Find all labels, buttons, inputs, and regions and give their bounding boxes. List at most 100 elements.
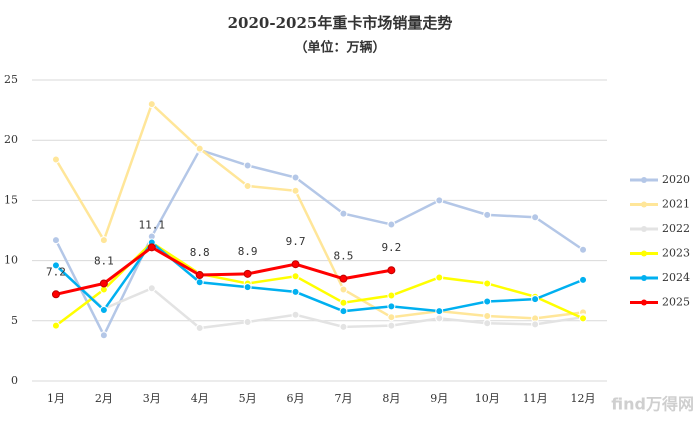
point [195,271,204,280]
data-label: 11.1 [139,218,166,231]
point [531,320,540,329]
point [483,311,492,320]
point [579,275,588,284]
point [339,274,348,283]
chart-title: 2020-2025年重卡市场销量走势 [228,14,453,32]
point [195,144,204,153]
point [99,279,108,288]
point [291,272,300,281]
point [435,314,444,323]
point [435,196,444,205]
y-tick-label: 20 [4,133,18,146]
point [339,209,348,218]
data-label: 9.2 [381,241,401,254]
legend-marker [641,275,647,281]
point [387,291,396,300]
point [339,307,348,316]
chart-subtitle: （单位：万辆） [294,40,385,56]
series-line [54,101,584,320]
legend-label: 2024 [662,271,690,284]
y-tick-label: 25 [4,73,18,86]
y-tick-label: 0 [11,374,18,387]
point [243,283,252,292]
series-line [55,264,584,330]
point [531,295,540,304]
point [483,279,492,288]
x-tick-label: 12月 [571,392,596,405]
y-tick-label: 10 [4,254,18,267]
legend-marker [641,201,647,208]
point [243,161,252,170]
point [387,321,396,330]
legend-label: 2025 [662,296,690,309]
series-line [55,245,392,296]
point [243,181,252,190]
x-tick-label: 11月 [523,392,548,405]
point [291,173,300,182]
x-tick-label: 1月 [47,392,65,405]
legend-marker [641,250,647,257]
point [483,297,492,306]
point [195,324,204,333]
point [51,290,60,299]
data-label: 9.7 [286,235,306,248]
legend-marker [641,299,647,306]
point [579,245,588,254]
data-label: 8.5 [334,250,354,263]
legend-label: 2022 [662,222,690,235]
point [99,236,108,245]
y-tick-label: 15 [4,193,18,206]
point [531,213,540,222]
point [387,302,396,311]
point [147,243,156,252]
point [195,278,204,287]
x-tick-label: 6月 [287,392,305,405]
legend-marker [641,226,647,232]
data-label: 8.9 [238,245,258,258]
x-tick-label: 4月 [191,392,209,405]
point [339,322,348,331]
point [435,273,444,282]
legend-label: 2021 [662,198,690,211]
point [99,331,108,340]
x-tick-label: 3月 [143,392,161,405]
point [51,321,60,330]
point [579,314,588,323]
point [339,285,348,294]
point [291,287,300,296]
legend-label: 2023 [662,247,690,260]
point [435,307,444,316]
data-label: 8.1 [94,254,114,267]
point [387,313,396,322]
point [291,186,300,195]
x-tick-label: 10月 [475,392,500,405]
point [243,269,252,278]
point [51,236,60,245]
y-tick-label: 5 [11,314,18,327]
x-tick-label: 8月 [382,392,400,405]
x-tick-label: 7月 [334,392,352,405]
data-label: 8.8 [190,246,210,259]
point [387,266,396,275]
legend-label: 2020 [662,173,690,186]
point [243,318,252,327]
point [483,319,492,328]
point [51,155,60,164]
point [147,100,156,109]
point [147,284,156,293]
point [339,298,348,307]
data-label: 7.2 [46,265,66,278]
series-line [55,240,584,327]
point [291,260,300,269]
point [387,220,396,229]
point [51,261,60,270]
x-tick-label: 2月 [95,392,113,405]
legend-marker [641,177,647,183]
series-line [55,240,584,313]
x-tick-label: 5月 [239,392,257,405]
x-tick-label: 9月 [430,392,448,405]
point [291,310,300,319]
point [99,305,108,314]
watermark: find万得网 [611,395,694,414]
